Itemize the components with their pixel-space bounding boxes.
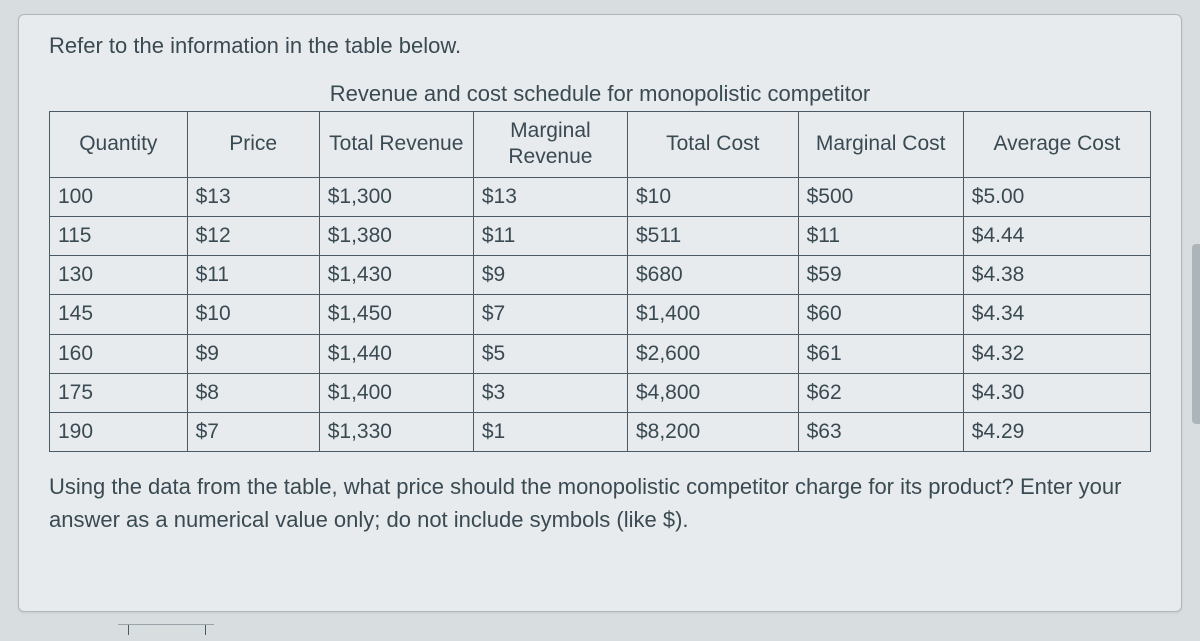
table-cell: $5 [473,334,627,373]
table-cell: $8 [187,373,319,412]
table-cell: $4,800 [627,373,798,412]
question-text: Using the data from the table, what pric… [49,470,1151,536]
table-cell: $4.29 [963,413,1150,452]
table-cell: $4.30 [963,373,1150,412]
table-header-row: Quantity Price Total Revenue Marginal Re… [50,112,1151,178]
table-cell: $8,200 [627,413,798,452]
table-cell: $1,440 [319,334,473,373]
table-cell: $10 [187,295,319,334]
col-header: Total Revenue [319,112,473,178]
table-cell: $1,450 [319,295,473,334]
table-cell: 115 [50,216,188,255]
col-header: Total Cost [627,112,798,178]
table-cell: $11 [187,256,319,295]
table-caption: Revenue and cost schedule for monopolist… [49,81,1151,107]
table-cell: $1,380 [319,216,473,255]
table-cell: $59 [798,256,963,295]
table-row: 100$13$1,300$13$10$500$5.00 [50,177,1151,216]
table-cell: $1 [473,413,627,452]
table-cell: 175 [50,373,188,412]
table-cell: $1,300 [319,177,473,216]
table-cell: $13 [187,177,319,216]
table-cell: $1,400 [627,295,798,334]
table-cell: $4.34 [963,295,1150,334]
table-cell: $4.38 [963,256,1150,295]
intro-text: Refer to the information in the table be… [49,33,1151,59]
table-cell: $4.32 [963,334,1150,373]
col-header: Price [187,112,319,178]
table-cell: $11 [473,216,627,255]
table-cell: $3 [473,373,627,412]
table-row: 115$12$1,380$11$511$11$4.44 [50,216,1151,255]
col-header: Marginal Cost [798,112,963,178]
table-cell: $680 [627,256,798,295]
table-cell: $9 [473,256,627,295]
table-cell: 190 [50,413,188,452]
table-cell: $2,600 [627,334,798,373]
table-cell: $13 [473,177,627,216]
table-cell: $500 [798,177,963,216]
table-cell: 100 [50,177,188,216]
input-underline-fragment [118,624,214,625]
table-cell: 160 [50,334,188,373]
table-cell: $9 [187,334,319,373]
question-card: Refer to the information in the table be… [18,14,1182,612]
table-row: 175$8$1,400$3$4,800$62$4.30 [50,373,1151,412]
col-header: Quantity [50,112,188,178]
data-table: Quantity Price Total Revenue Marginal Re… [49,111,1151,452]
col-header: Marginal Revenue [473,112,627,178]
table-cell: $1,400 [319,373,473,412]
table-cell: $1,430 [319,256,473,295]
table-cell: $63 [798,413,963,452]
table-cell: $1,330 [319,413,473,452]
table-cell: $5.00 [963,177,1150,216]
scrollbar-fragment[interactable] [1192,244,1200,424]
table-cell: $7 [473,295,627,334]
table-row: 145$10$1,450$7$1,400$60$4.34 [50,295,1151,334]
table-cell: $4.44 [963,216,1150,255]
table-cell: $12 [187,216,319,255]
table-cell: $10 [627,177,798,216]
table-cell: $7 [187,413,319,452]
col-header: Average Cost [963,112,1150,178]
table-cell: $61 [798,334,963,373]
table-cell: 145 [50,295,188,334]
table-cell: $60 [798,295,963,334]
table-cell: 130 [50,256,188,295]
table-row: 130$11$1,430$9$680$59$4.38 [50,256,1151,295]
table-cell: $11 [798,216,963,255]
table-cell: $511 [627,216,798,255]
table-cell: $62 [798,373,963,412]
table-row: 160$9$1,440$5$2,600$61$4.32 [50,334,1151,373]
table-row: 190$7$1,330$1$8,200$63$4.29 [50,413,1151,452]
